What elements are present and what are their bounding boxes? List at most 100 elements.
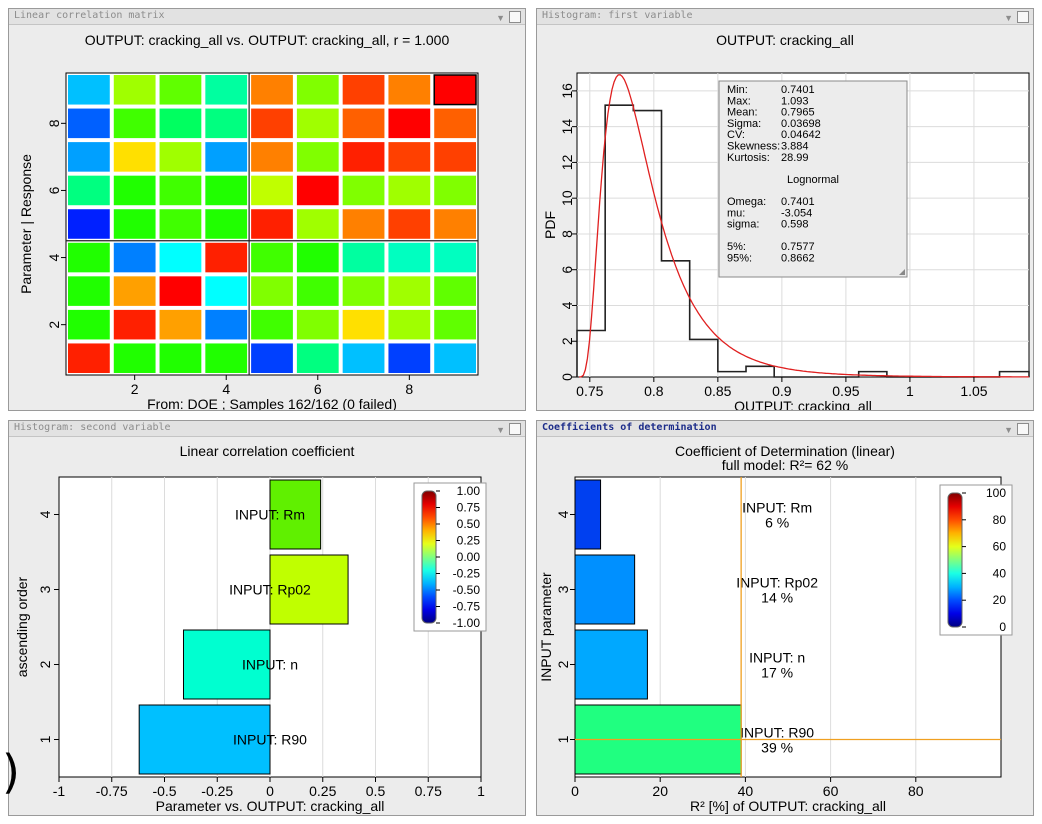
correlation-title: Linear correlation coefficient (180, 443, 355, 459)
stats-label: Min: (727, 84, 748, 96)
stats-value: 0.03698 (781, 118, 821, 130)
matrix-cell (342, 276, 385, 306)
stats-label: CV: (727, 129, 745, 141)
matrix-cell (68, 142, 110, 172)
quantile-value: 0.8662 (781, 252, 815, 264)
matrix-cell (113, 343, 156, 373)
correlation-x-tick-label: 0 (266, 783, 274, 799)
matrix-cell (113, 108, 156, 139)
correlation-matrix-panel[interactable]: Linear correlation matrix ▼ OUTPUT: crac… (8, 8, 526, 411)
linear-correlation-panel[interactable]: Histogram: second variable ▼ Linear corr… (8, 420, 526, 816)
correlation-colorbar-tick-label: 0.00 (457, 550, 481, 564)
correlation-x-tick-label: 0.75 (415, 783, 442, 799)
matrix-x-tick-label: 4 (222, 381, 230, 397)
correlation-colorbar-tick-label: 1.00 (457, 484, 481, 498)
matrix-y-axis-label: Parameter | Response (18, 154, 34, 294)
histogram-y-tick-label: 8 (559, 230, 575, 238)
coefficient-of-determination-chart[interactable]: Coefficient of Determination (linear)ful… (537, 437, 1033, 815)
matrix-cell (342, 343, 385, 373)
panel-controls[interactable]: ▼ (1004, 423, 1029, 435)
matrix-cell (342, 242, 385, 273)
cod-bar (574, 479, 602, 550)
stats-value: 0.04642 (781, 129, 821, 141)
panel-window-title: Histogram: first variable (542, 10, 693, 21)
cod-y-tick-label: 3 (555, 585, 571, 593)
stats-box-resize-icon (899, 269, 905, 275)
correlation-bar-label: INPUT: Rp02 (229, 582, 311, 598)
matrix-cell (251, 276, 293, 306)
cod-y-tick-label: 4 (555, 510, 571, 518)
linear-correlation-chart[interactable]: Linear correlation coefficient INPUT: R90… (9, 437, 525, 815)
histogram-x-tick-label: 1.05 (960, 383, 987, 399)
panel-window-title: Histogram: second variable (14, 422, 171, 433)
panel-menu-icon[interactable]: ▼ (496, 425, 505, 435)
histogram-chart[interactable]: OUTPUT: cracking_all 0.75 0.8 0.85 0.9 0.95 1 1… (537, 25, 1033, 410)
matrix-cell (434, 242, 476, 273)
matrix-cell (388, 108, 431, 139)
stats-value: 28.99 (781, 152, 809, 164)
matrix-x-tick-label: 6 (314, 381, 322, 397)
panel-menu-icon[interactable]: ▼ (1004, 13, 1013, 23)
matrix-cell (68, 276, 110, 306)
panel-maximize-icon[interactable] (1017, 11, 1029, 23)
matrix-cell (251, 142, 293, 172)
matrix-cell (342, 175, 385, 206)
cod-bar-label: INPUT: R90 (740, 725, 814, 741)
matrix-cell (113, 276, 156, 306)
correlation-matrix-chart[interactable]: OUTPUT: cracking_all vs. OUTPUT: crackin… (9, 25, 525, 410)
histogram-x-tick-label: 1 (906, 383, 914, 399)
panel-maximize-icon[interactable] (509, 423, 521, 435)
cod-y-tick-label: 2 (555, 660, 571, 668)
correlation-colorbar-tick-label: -0.75 (453, 600, 481, 614)
panel-titlebar[interactable]: Linear correlation matrix ▼ (9, 9, 525, 25)
cod-x-tick-label: 80 (908, 783, 924, 799)
panel-window-title: Linear correlation matrix (14, 10, 165, 21)
matrix-cell (205, 343, 248, 373)
correlation-x-tick-label: 0.25 (309, 783, 336, 799)
panel-maximize-icon[interactable] (1017, 423, 1029, 435)
matrix-cell (434, 175, 476, 206)
matrix-cell (205, 309, 248, 340)
matrix-cell (68, 309, 110, 340)
stats-label: Sigma: (727, 118, 761, 130)
cod-x-tick-label: 60 (823, 783, 839, 799)
panel-maximize-icon[interactable] (509, 11, 521, 23)
matrix-cell (113, 142, 156, 172)
panel-titlebar[interactable]: Coefficients of determination ▼ (537, 421, 1033, 437)
matrix-title: OUTPUT: cracking_all vs. OUTPUT: crackin… (85, 32, 450, 48)
stats-label: Skewness: (727, 141, 780, 153)
panel-controls[interactable]: ▼ (1004, 11, 1029, 23)
panel-menu-icon[interactable]: ▼ (496, 13, 505, 23)
matrix-cell (434, 108, 476, 139)
histogram-y-tick-label: 16 (559, 83, 575, 99)
quantile-label: 95%: (727, 252, 752, 264)
panel-menu-icon[interactable]: ▼ (1004, 425, 1013, 435)
matrix-cell (159, 242, 202, 273)
correlation-x-tick-label: -0.5 (152, 783, 176, 799)
histogram-x-axis-label: OUTPUT: cracking_all (734, 398, 872, 410)
histogram-y-axis-label: PDF (542, 211, 558, 239)
panel-controls[interactable]: ▼ (496, 423, 521, 435)
correlation-colorbar-tick-label: -0.50 (453, 583, 481, 597)
panel-titlebar[interactable]: Histogram: first variable ▼ (537, 9, 1033, 25)
matrix-cell (251, 108, 293, 139)
distribution-name: Lognormal (787, 174, 839, 186)
coefficients-of-determination-panel[interactable]: Coefficients of determination ▼ Coeffici… (536, 420, 1034, 816)
cod-colorbar-tick-label: 80 (993, 513, 1007, 527)
matrix-x-tick-label: 2 (131, 381, 139, 397)
correlation-bar-label: INPUT: Rm (235, 507, 305, 523)
correlation-x-tick-label: -0.25 (201, 783, 233, 799)
cod-bar (574, 554, 636, 625)
cod-bar-value: 14 % (761, 590, 793, 606)
matrix-cell (205, 276, 248, 306)
matrix-cell (159, 343, 202, 373)
correlation-y-tick-label: 2 (37, 660, 53, 668)
matrix-cell (434, 309, 476, 340)
panel-titlebar[interactable]: Histogram: second variable ▼ (9, 421, 525, 437)
histogram-panel[interactable]: Histogram: first variable ▼ OUTPUT: crac… (536, 8, 1034, 411)
matrix-cell (68, 75, 110, 105)
matrix-y-tick-label: 6 (46, 186, 62, 194)
stats-label: Mean: (727, 107, 758, 119)
panel-controls[interactable]: ▼ (496, 11, 521, 23)
matrix-cell (113, 309, 156, 340)
